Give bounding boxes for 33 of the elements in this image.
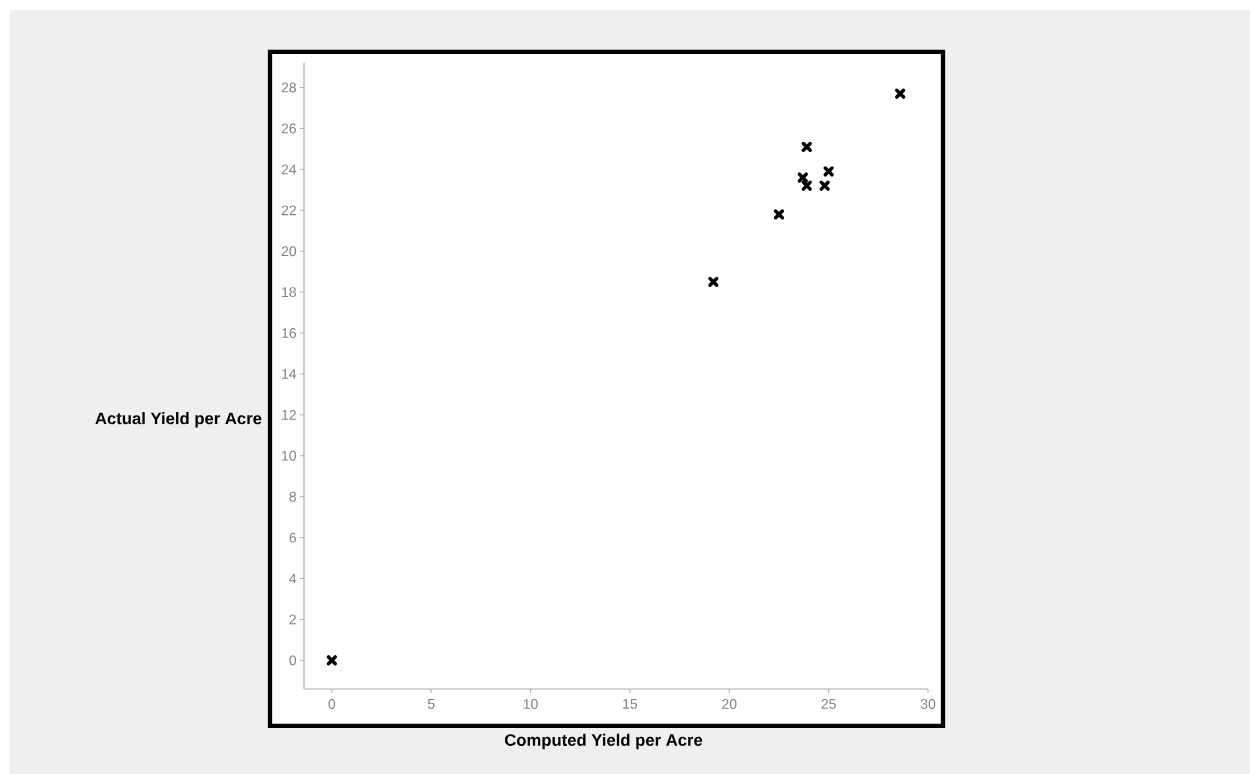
point <box>773 209 785 220</box>
x-tick-label: 5 <box>427 699 435 709</box>
y-tick-label: 6 <box>289 532 297 543</box>
y-tick-label: 16 <box>282 328 297 338</box>
y-tick-label: 10 <box>282 450 297 461</box>
y-tick-label: 24 <box>281 164 297 175</box>
y-tick-label: 4 <box>289 573 297 584</box>
x-tick-label: 0 <box>328 699 336 709</box>
y-tick-label: 8 <box>289 491 297 502</box>
x-tick-label: 25 <box>821 699 836 709</box>
y-tick-label: 22 <box>281 205 296 216</box>
point <box>801 180 812 191</box>
point <box>708 276 719 288</box>
y-tick-label: 0 <box>289 655 297 666</box>
point <box>797 172 808 183</box>
y-tick-label: 28 <box>281 82 297 93</box>
y-tick-label: 20 <box>281 246 297 257</box>
x-tick-label: 20 <box>722 699 737 709</box>
y-tick-label: 18 <box>282 287 297 298</box>
x-tick-label: 15 <box>623 699 638 709</box>
point <box>895 88 906 99</box>
y-tick-label: 14 <box>282 369 297 379</box>
y-tick-label: 12 <box>282 409 296 420</box>
y-tick-label: 26 <box>281 123 297 134</box>
y-tick-label: 2 <box>289 614 296 625</box>
point <box>326 655 337 666</box>
point <box>823 166 834 177</box>
x-axis-title: Computed Yield per Acre <box>504 733 703 750</box>
x-tick-label: 10 <box>523 699 538 709</box>
y-axis-title: Actual Yield per Acre <box>95 412 262 428</box>
point <box>801 141 812 152</box>
x-tick-label: 30 <box>920 699 936 709</box>
point <box>819 180 830 191</box>
